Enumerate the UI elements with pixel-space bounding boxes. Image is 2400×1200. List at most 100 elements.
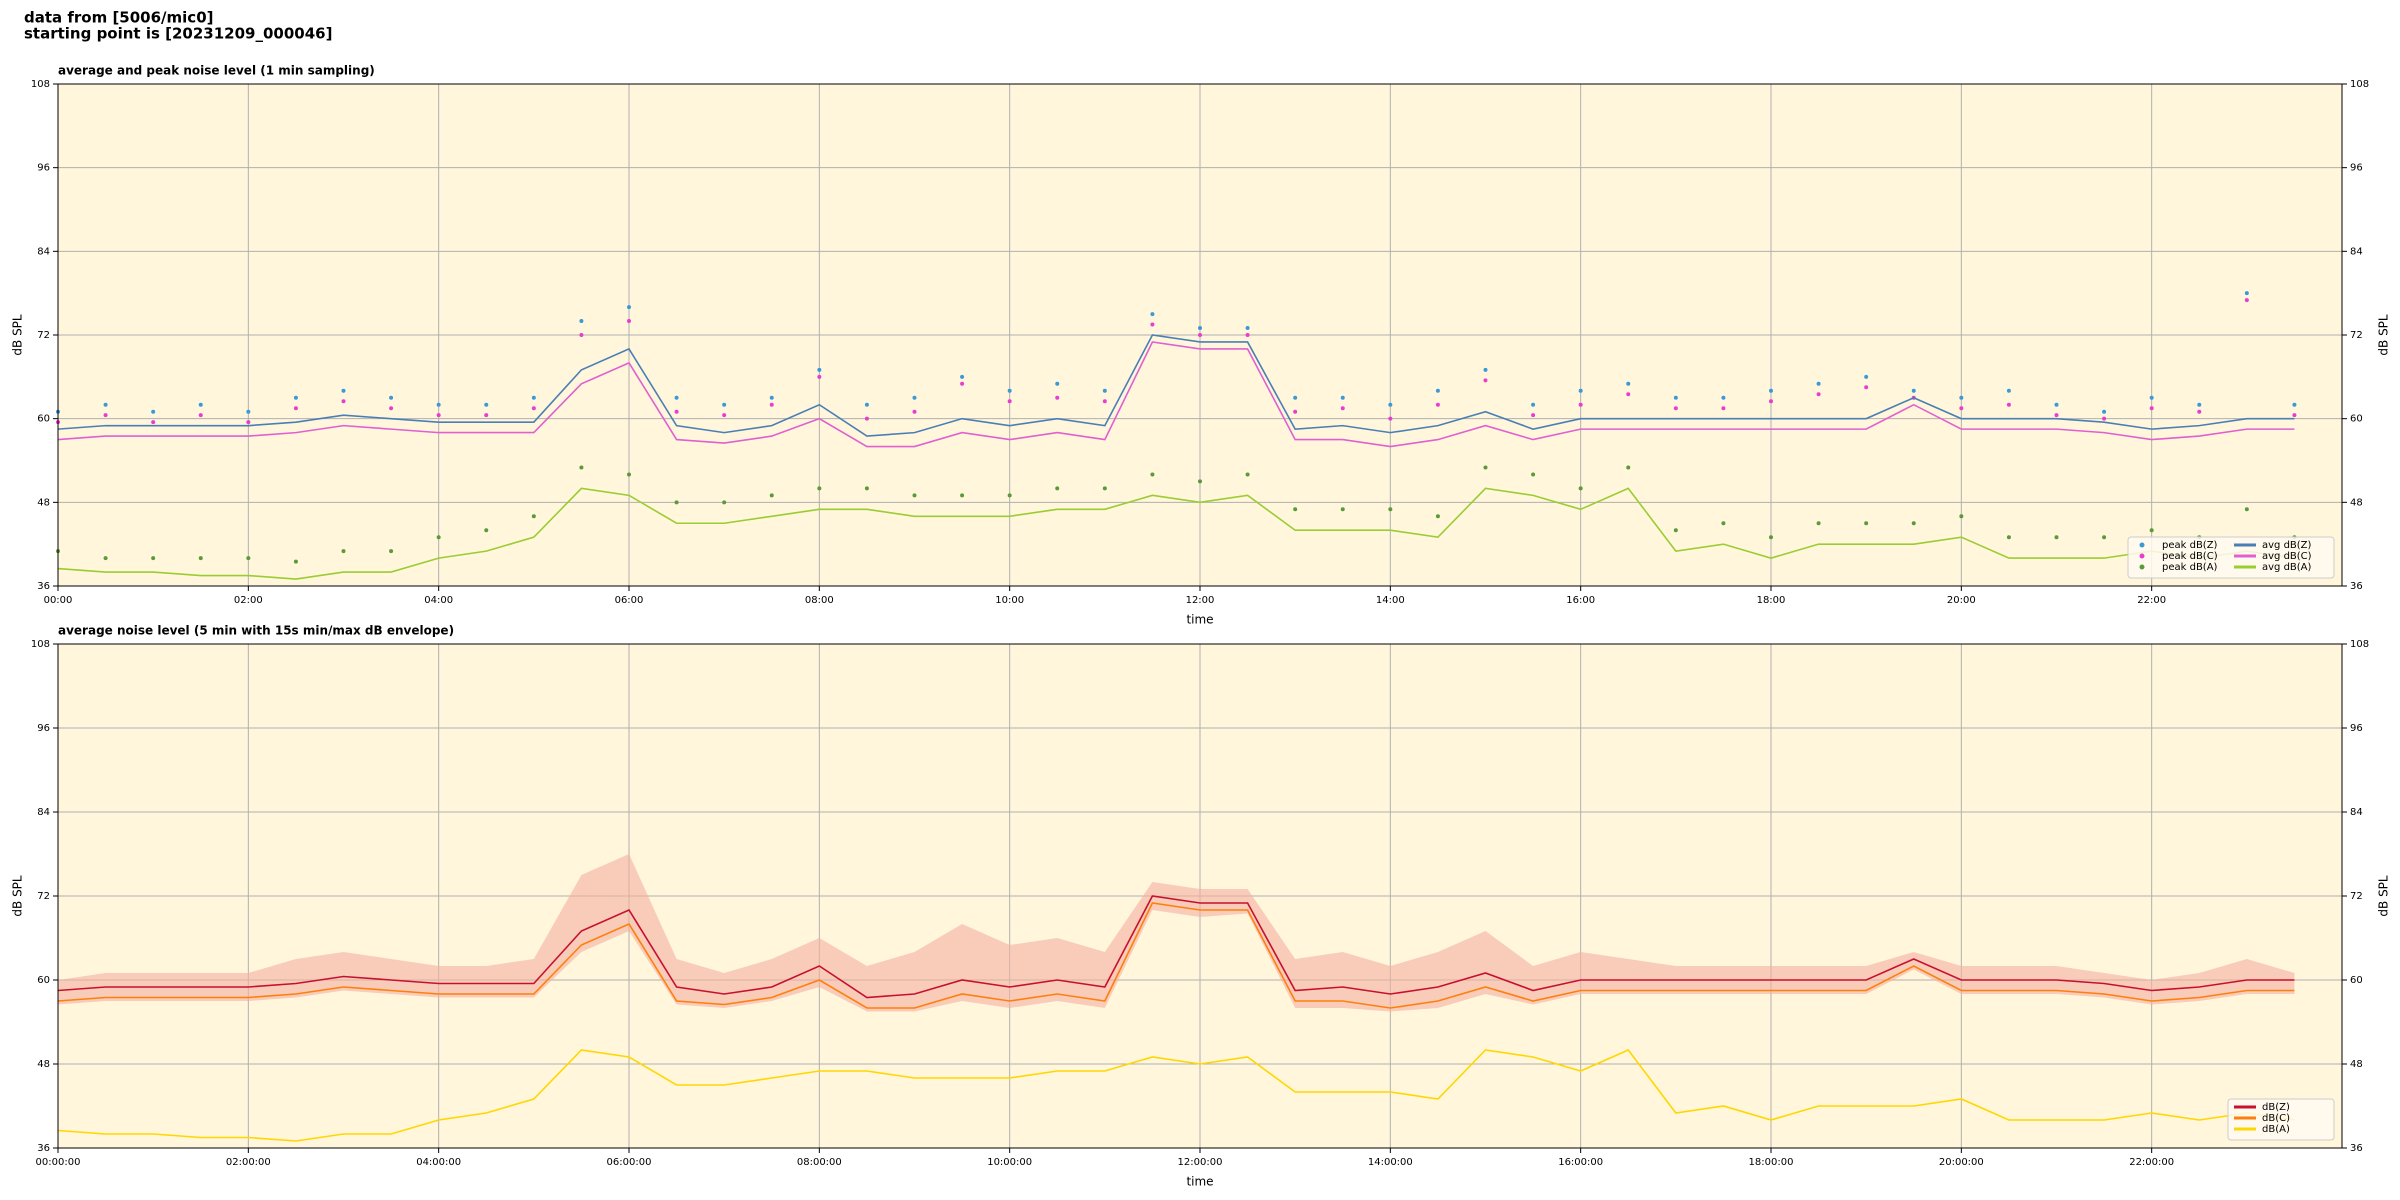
x-tick-label: 18:00 [1757,595,1786,606]
peak-point [246,409,251,414]
peak-point [2006,388,2011,393]
peak-point [1055,381,1060,386]
y-axis-label: dB SPL [11,314,25,356]
legend-box [2127,536,2335,579]
series-line [57,487,2295,580]
peak-point [912,409,917,414]
legend-label: peak dB(A) [2162,562,2218,573]
x-tick-label: 00:00:00 [36,1157,81,1168]
peak-point [1721,395,1726,400]
y2-tick-label: 36 [2350,1143,2363,1154]
peak-point [1911,388,1916,393]
plot-frame [57,643,2343,1149]
peak-point [531,406,536,411]
x-tick-label: 22:00 [2137,595,2166,606]
x-tick-label: 14:00 [1376,595,1405,606]
peak-point [1816,381,1821,386]
peak-point [1007,493,1012,498]
y2-tick-label: 48 [2350,1059,2363,1070]
legend-marker [2139,553,2145,559]
peak-point [246,556,251,561]
peak-point [1340,395,1345,400]
peak-point [1531,413,1536,418]
peak-point [151,556,156,561]
y2-tick-label: 84 [2350,807,2363,818]
peak-point [484,413,489,418]
peak-point [103,556,108,561]
y2-axis-label: dB SPL [2377,875,2391,917]
peak-point [1293,507,1298,512]
x-tick-label: 16:00:00 [1558,1157,1603,1168]
peak-point [2054,402,2059,407]
peak-point [1769,399,1773,404]
legend-label: peak dB(Z) [2162,540,2218,551]
chart-title: average noise level (5 min with 15s min/… [58,624,454,638]
peak-point [341,549,346,554]
peak-point [627,319,631,324]
peak-point [1816,392,1821,397]
peak-point [1435,388,1440,393]
y-tick-label: 72 [37,330,50,341]
x-axis-label: time [1186,613,1213,627]
peak-point [2197,409,2202,414]
peak-point [1150,312,1155,317]
peak-point [436,402,441,407]
legend-marker [2139,564,2145,570]
peak-point [2006,402,2011,407]
y-axis-label: dB SPL [11,875,25,917]
peak-point [2054,535,2059,540]
peak-point [817,374,822,379]
peak-point [1483,378,1488,383]
peak-point [1864,385,1869,390]
y-tick-label: 84 [37,246,50,257]
peak-point [912,493,917,498]
peak-point [1102,399,1107,404]
legend-label: avg dB(Z) [2262,540,2312,551]
y-tick-label: 108 [31,639,50,650]
peak-point [1245,333,1250,337]
peak-point [1721,521,1726,526]
peak-point [293,395,298,400]
peak-point [1673,528,1678,533]
peak-point [674,395,679,400]
peak-point [2244,298,2249,303]
peak-point [198,402,203,407]
legend-marker [2139,542,2145,548]
peak-point [293,559,298,564]
peak-point [1578,402,1583,407]
x-axis-label: time [1186,1175,1213,1189]
peak-point [341,388,346,393]
peak-point [769,395,774,400]
peak-point [1198,479,1202,484]
y2-tick-label: 36 [2350,581,2363,592]
peak-point [531,514,536,519]
y2-tick-label: 96 [2350,723,2363,734]
peak-point [1388,507,1393,512]
peak-point [1150,472,1155,477]
peak-point [2197,402,2202,407]
peak-point [1959,514,1964,519]
peak-point [1864,521,1869,526]
peak-point [1626,381,1631,386]
y-tick-label: 48 [37,1059,50,1070]
chart-title: average and peak noise level (1 min samp… [58,64,375,78]
peak-point [1055,486,1060,491]
peak-point [198,556,203,561]
y-tick-label: 84 [37,807,50,818]
peak-point [389,395,394,400]
peak-point [1007,388,1012,393]
peak-point [1340,406,1345,411]
peak-point [1150,322,1155,327]
x-tick-label: 04:00 [424,595,453,606]
series-line [57,902,2295,1009]
peak-point [2292,413,2297,418]
peak-point [389,406,394,411]
peak-point [436,413,441,418]
y-tick-label: 72 [37,891,50,902]
peak-point [1007,399,1012,404]
x-tick-label: 06:00:00 [607,1157,652,1168]
peak-point [1340,507,1345,512]
peak-point [2102,409,2107,414]
y2-tick-label: 96 [2350,163,2363,174]
y2-tick-label: 60 [2350,975,2363,986]
